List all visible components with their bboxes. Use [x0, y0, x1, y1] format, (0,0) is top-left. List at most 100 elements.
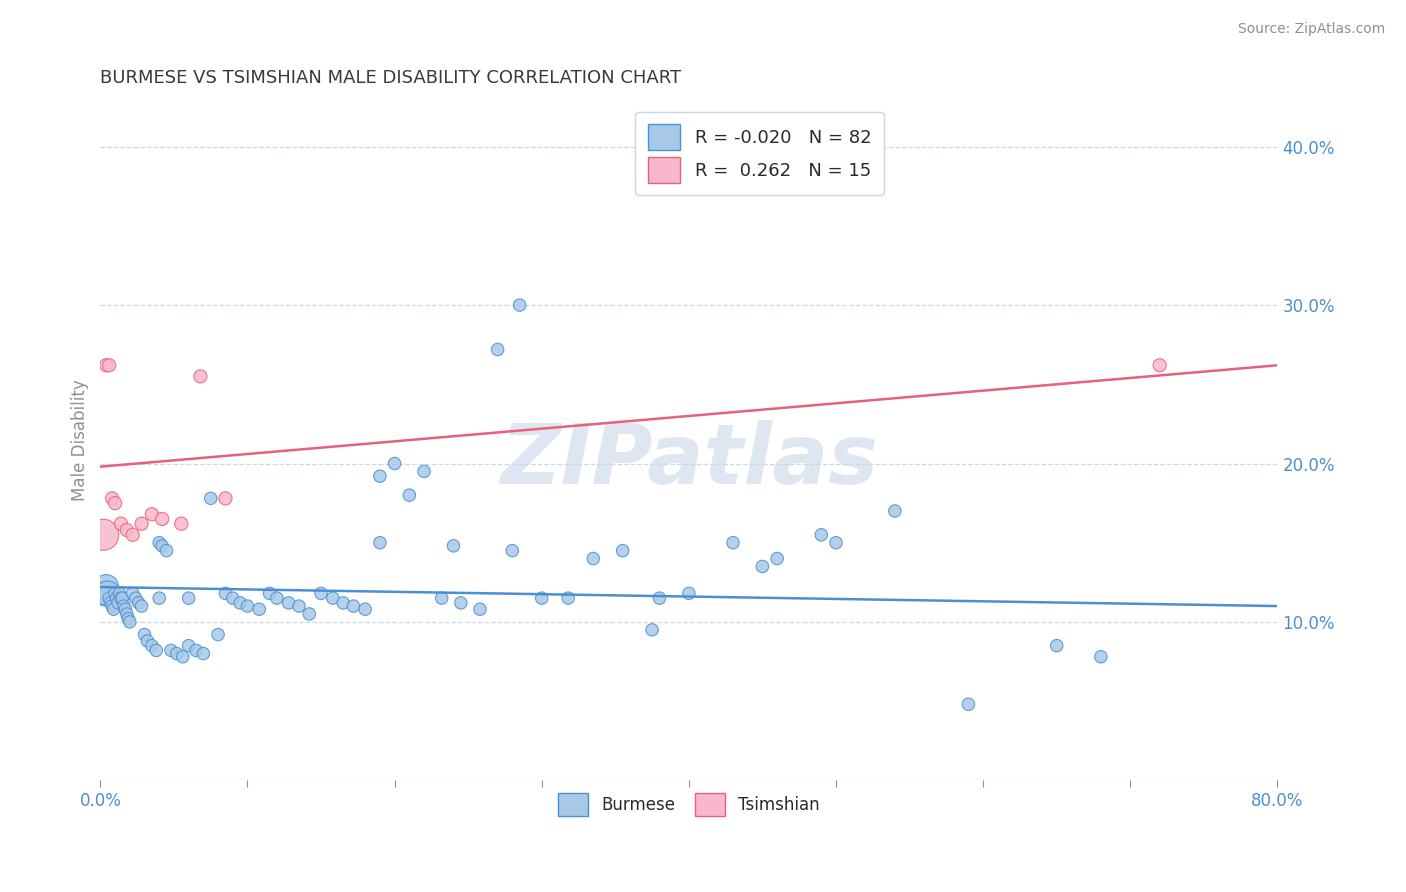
Point	[115, 607, 138, 621]
Point	[247, 602, 270, 616]
Point	[101, 599, 124, 613]
Point	[128, 596, 150, 610]
Point	[309, 586, 332, 600]
Point	[136, 634, 159, 648]
Text: ZIPatlas: ZIPatlas	[501, 419, 877, 500]
Point	[200, 491, 222, 506]
Point	[450, 596, 472, 610]
Point	[557, 591, 579, 606]
Point	[118, 615, 141, 629]
Point	[430, 591, 453, 606]
Point	[112, 599, 135, 613]
Point	[103, 602, 125, 616]
Point	[810, 528, 832, 542]
Point	[96, 359, 118, 373]
Point	[413, 465, 436, 479]
Point	[172, 649, 194, 664]
Point	[957, 698, 980, 712]
Point	[443, 539, 465, 553]
Point	[384, 457, 406, 471]
Point	[91, 528, 114, 542]
Point	[177, 639, 200, 653]
Point	[214, 491, 236, 506]
Point	[766, 551, 789, 566]
Point	[721, 535, 744, 549]
Point	[342, 599, 364, 613]
Point	[368, 535, 391, 549]
Point	[100, 596, 122, 610]
Point	[184, 643, 207, 657]
Point	[104, 496, 127, 510]
Point	[214, 586, 236, 600]
Text: Source: ZipAtlas.com: Source: ZipAtlas.com	[1237, 22, 1385, 37]
Point	[322, 591, 344, 606]
Point	[124, 591, 146, 606]
Point	[96, 580, 118, 594]
Point	[486, 343, 509, 357]
Point	[108, 586, 131, 600]
Point	[98, 591, 121, 606]
Point	[1046, 639, 1069, 653]
Point	[207, 627, 229, 641]
Point	[509, 298, 531, 312]
Point	[121, 528, 143, 542]
Point	[121, 586, 143, 600]
Point	[101, 491, 124, 506]
Point	[105, 591, 128, 606]
Point	[141, 639, 163, 653]
Point	[111, 591, 134, 606]
Point	[1149, 359, 1171, 373]
Point	[155, 543, 177, 558]
Point	[266, 591, 288, 606]
Point	[259, 586, 281, 600]
Point	[131, 599, 153, 613]
Point	[177, 591, 200, 606]
Point	[94, 586, 117, 600]
Point	[148, 535, 170, 549]
Point	[114, 602, 136, 616]
Point	[354, 602, 377, 616]
Point	[530, 591, 553, 606]
Point	[222, 591, 245, 606]
Point	[98, 359, 121, 373]
Point	[641, 623, 664, 637]
Point	[160, 643, 183, 657]
Point	[468, 602, 491, 616]
Point	[277, 596, 299, 610]
Text: BURMESE VS TSIMSHIAN MALE DISABILITY CORRELATION CHART: BURMESE VS TSIMSHIAN MALE DISABILITY COR…	[100, 69, 682, 87]
Point	[131, 516, 153, 531]
Point	[648, 591, 671, 606]
Point	[107, 596, 129, 610]
Point	[612, 543, 634, 558]
Point	[150, 539, 173, 553]
Point	[104, 586, 127, 600]
Point	[110, 591, 132, 606]
Point	[751, 559, 773, 574]
Point	[166, 647, 188, 661]
Point	[398, 488, 420, 502]
Point	[825, 535, 848, 549]
Point	[332, 596, 354, 610]
Point	[170, 516, 193, 531]
Legend: Burmese, Tsimshian: Burmese, Tsimshian	[551, 786, 827, 823]
Point	[501, 543, 523, 558]
Point	[150, 512, 173, 526]
Point	[298, 607, 321, 621]
Point	[110, 516, 132, 531]
Point	[229, 596, 252, 610]
Point	[115, 523, 138, 537]
Point	[678, 586, 700, 600]
Point	[141, 507, 163, 521]
Point	[97, 586, 120, 600]
Point	[117, 612, 139, 626]
Point	[145, 643, 167, 657]
Point	[368, 469, 391, 483]
Point	[134, 627, 156, 641]
Point	[582, 551, 605, 566]
Point	[148, 591, 170, 606]
Point	[288, 599, 311, 613]
Y-axis label: Male Disability: Male Disability	[72, 379, 89, 500]
Point	[1090, 649, 1112, 664]
Point	[883, 504, 905, 518]
Point	[193, 647, 215, 661]
